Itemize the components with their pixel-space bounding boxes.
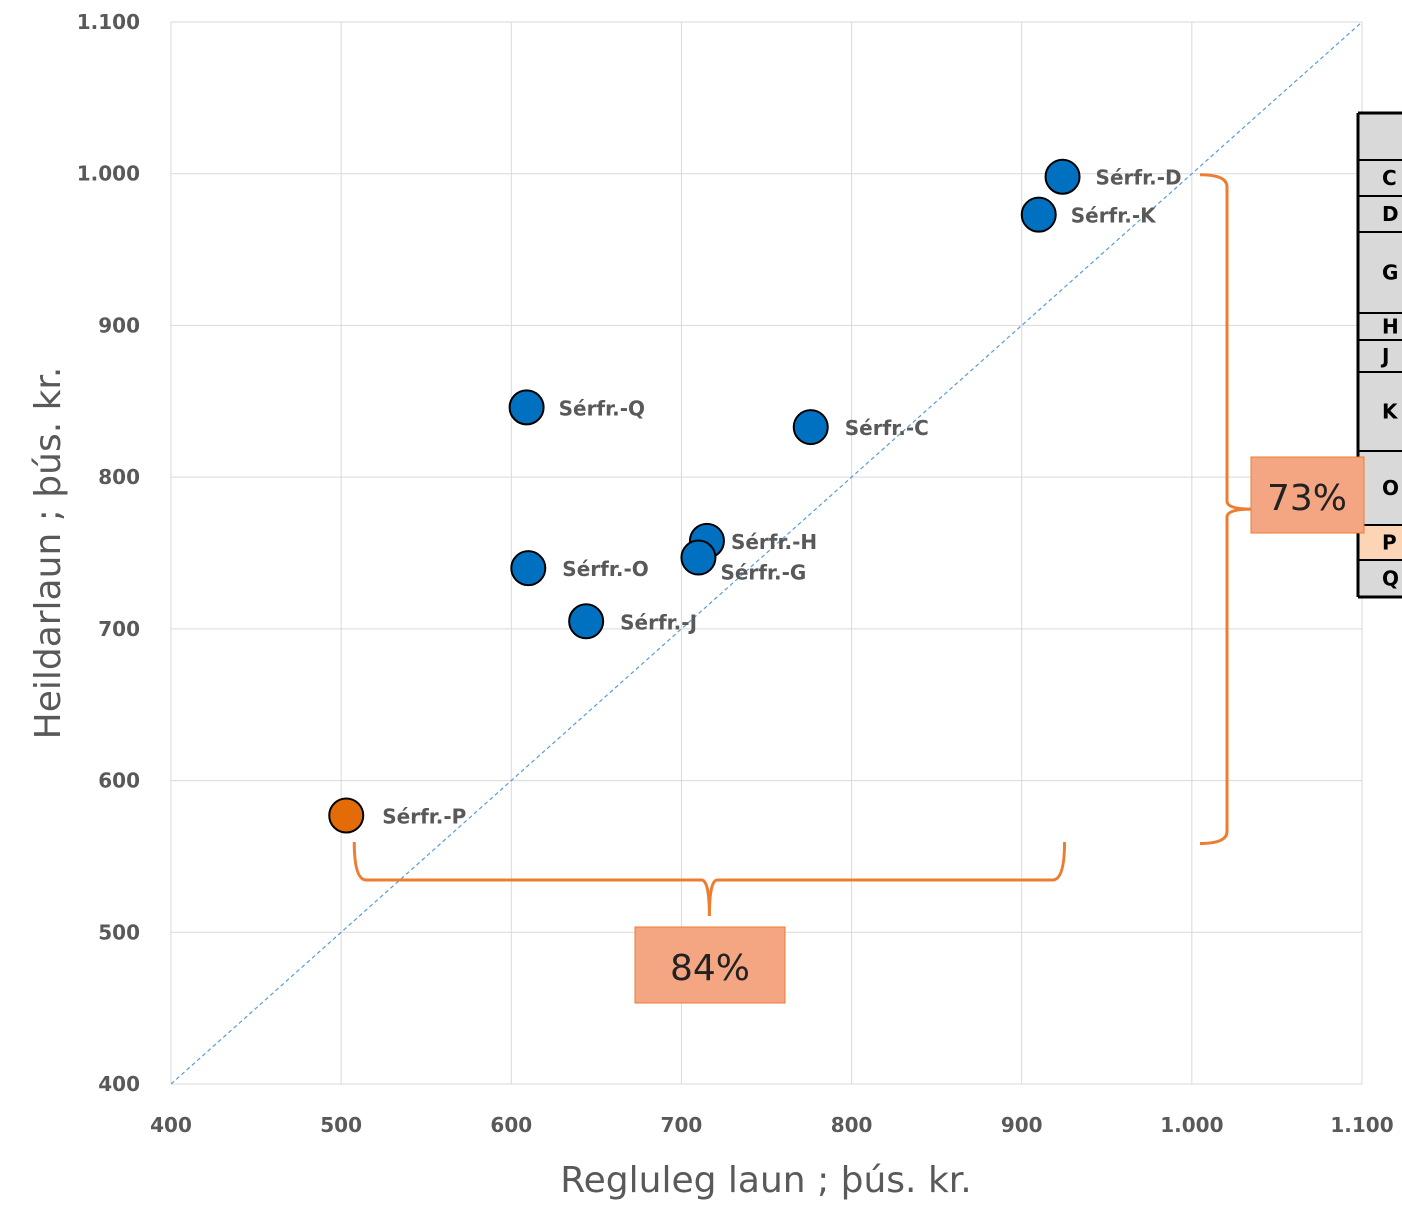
point-s-rfr-k xyxy=(1020,196,1057,233)
side-table-row-label: C xyxy=(1382,166,1397,190)
y-axis-title: Heildarlaun ; þús. kr. xyxy=(28,367,69,740)
point-s-rfr-d xyxy=(1044,158,1081,195)
point-label-s-rfr-g: Sérfr.-G xyxy=(720,561,806,585)
point-s-rfr-j xyxy=(568,603,605,640)
y-tick-label: 900 xyxy=(98,313,140,337)
horizontal-bracket xyxy=(352,841,1067,917)
point-label-s-rfr-k: Sérfr.-K xyxy=(1071,204,1157,228)
y-tick-label: 800 xyxy=(98,465,140,489)
x-tick-label: 900 xyxy=(1001,1113,1043,1137)
side-table-row-label: H xyxy=(1382,315,1399,339)
y-tick-label: 1.100 xyxy=(77,10,140,34)
y-tick-label: 1.000 xyxy=(77,162,140,186)
point-label-s-rfr-q: Sérfr.-Q xyxy=(559,396,645,420)
x-axis-title: Regluleg laun ; þús. kr. xyxy=(560,1160,971,1201)
point-s-rfr-c xyxy=(792,409,829,446)
x-tick-label: 500 xyxy=(320,1113,362,1137)
callout-73-box xyxy=(1250,456,1365,534)
side-table-row-label: D xyxy=(1382,202,1399,226)
point-label-s-rfr-j: Sérfr.-J xyxy=(620,610,697,634)
point-s-rfr-p xyxy=(328,797,365,834)
x-axis-ticks: 400 500 600 700 800 900 1.000 1.100 xyxy=(150,1113,1394,1137)
point-label-s-rfr-p: Sérfr.-P xyxy=(382,804,466,828)
side-table-highlight xyxy=(1358,525,1402,560)
side-table-row-label: G xyxy=(1382,261,1398,285)
point-s-rfr-g xyxy=(680,539,717,576)
x-tick-label: 400 xyxy=(150,1113,192,1137)
callout-73-label: 73% xyxy=(1267,478,1347,519)
x-tick-label: 1.000 xyxy=(1160,1113,1223,1137)
callout-73: 73% xyxy=(1250,456,1365,534)
callout-84: 84% xyxy=(634,926,786,1004)
point-label-s-rfr-d: Sérfr.-D xyxy=(1096,166,1182,190)
point-label-s-rfr-o: Sérfr.-O xyxy=(562,557,648,581)
point-label-s-rfr-h: Sérfr.-H xyxy=(731,530,817,554)
x-tick-label: 1.100 xyxy=(1330,1113,1393,1137)
side-table-row-label: K xyxy=(1382,400,1399,424)
point-s-rfr-o xyxy=(510,550,547,587)
y-tick-label: 600 xyxy=(98,769,140,793)
vertical-bracket xyxy=(1199,173,1253,845)
callout-84-box xyxy=(634,926,786,1004)
x-tick-label: 600 xyxy=(490,1113,532,1137)
side-table-row-label: P xyxy=(1382,531,1397,555)
side-table: CD G HJ K O PQ xyxy=(1356,111,1402,599)
side-table-bg xyxy=(1358,113,1402,597)
grid-lines xyxy=(170,21,1363,1085)
y-axis-ticks: 400 500 600 700 800 900 1.000 1.100 xyxy=(77,10,140,1096)
side-table-row-label: Q xyxy=(1382,567,1399,591)
y-tick-label: 500 xyxy=(98,920,140,944)
x-tick-label: 700 xyxy=(661,1113,703,1137)
y-tick-label: 700 xyxy=(98,617,140,641)
side-table-row-label: J xyxy=(1380,344,1389,368)
data-points: Sérfr.-D Sérfr.-K Sérfr.-Q Sérfr.-C Sérfr.-H… xyxy=(328,158,1182,834)
x-tick-label: 800 xyxy=(831,1113,873,1137)
side-table-row-label: O xyxy=(1382,476,1399,500)
callout-84-label: 84% xyxy=(670,948,750,989)
point-label-s-rfr-c: Sérfr.-C xyxy=(845,416,929,440)
point-s-rfr-q xyxy=(508,389,545,426)
y-tick-label: 400 xyxy=(98,1072,140,1096)
